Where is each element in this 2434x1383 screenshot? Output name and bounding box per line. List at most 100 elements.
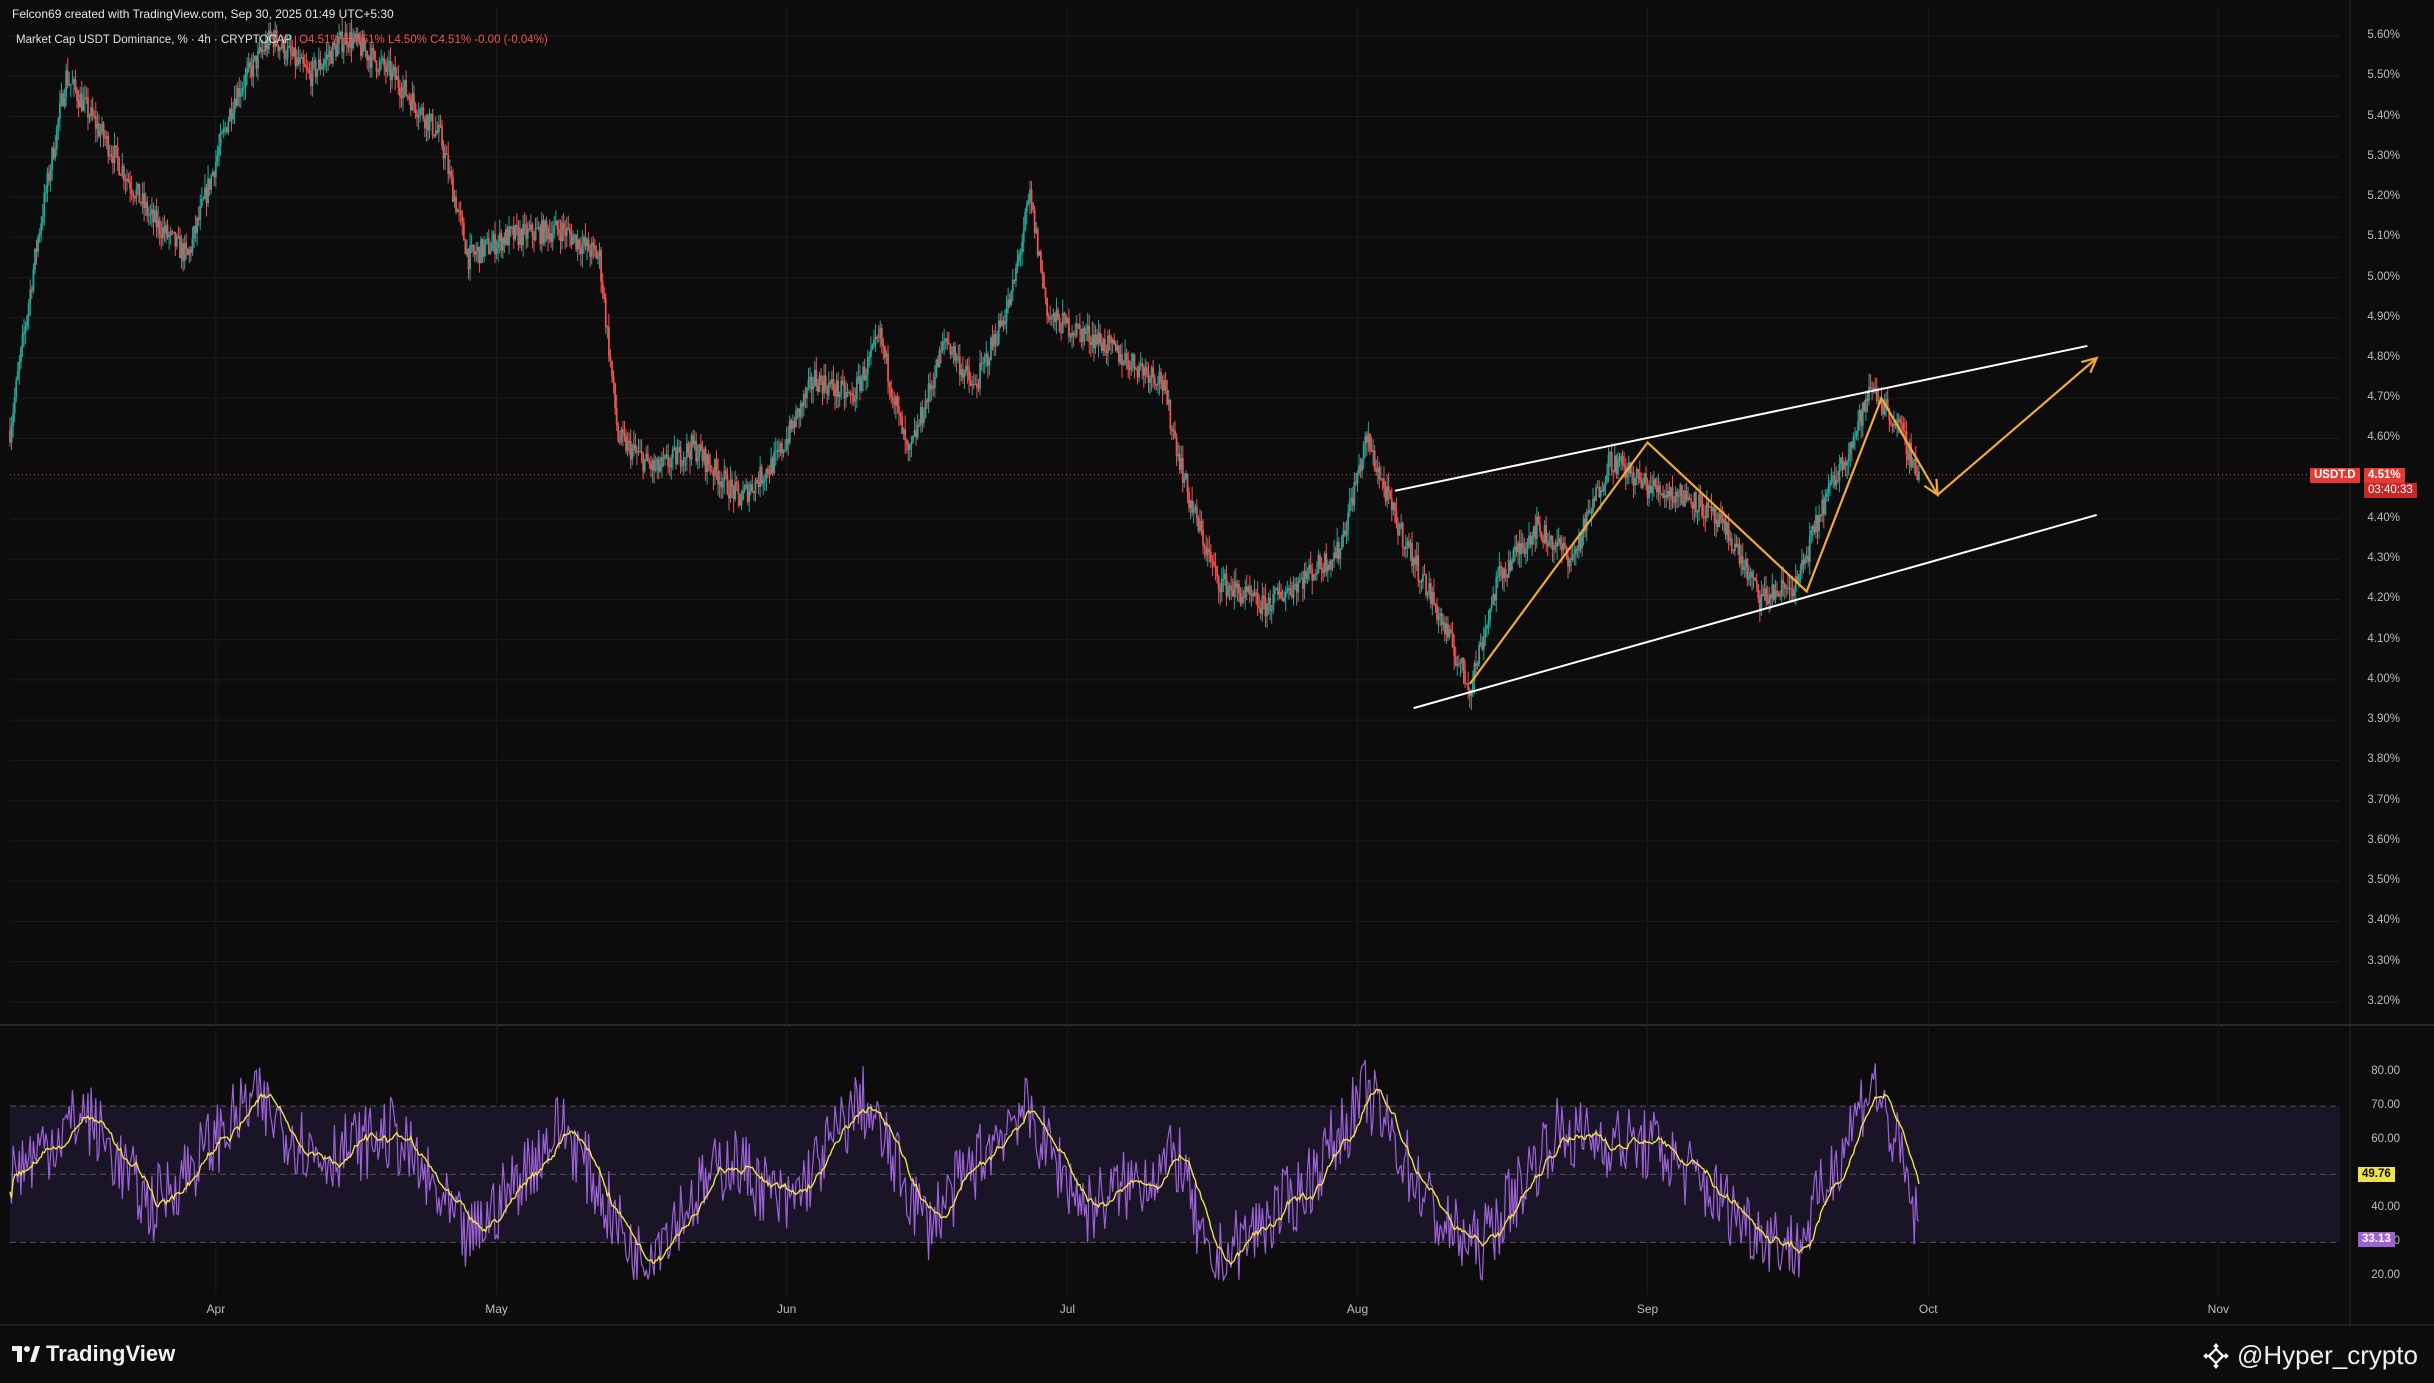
candle-body: [1788, 588, 1791, 590]
candle-body: [1054, 313, 1056, 323]
candle-body: [1294, 583, 1296, 586]
candle-body: [1431, 592, 1434, 604]
candle-body: [573, 234, 576, 237]
candle-body: [1620, 456, 1622, 458]
candle-body: [497, 241, 500, 249]
candle-body: [1670, 487, 1672, 497]
candle-body: [771, 458, 774, 474]
candle-body: [127, 178, 130, 183]
candle-body: [395, 75, 398, 80]
candle-body: [626, 440, 629, 452]
candle-body: [400, 95, 403, 99]
candle-body: [1398, 528, 1401, 536]
candle-body: [1602, 485, 1605, 492]
tradingview-brand[interactable]: TradingView: [10, 1341, 175, 1367]
candle-body: [1598, 487, 1601, 498]
candle-body: [1158, 371, 1161, 385]
candle-body: [871, 345, 874, 350]
candle-body: [1596, 487, 1599, 489]
candle-body: [472, 244, 475, 252]
candle-body: [1570, 558, 1573, 561]
candle-body: [110, 154, 113, 157]
candle-body: [1847, 454, 1850, 462]
candle-body: [607, 326, 610, 357]
candle-body: [1556, 541, 1558, 547]
candle-body: [1877, 400, 1880, 402]
candle-body: [1234, 581, 1237, 588]
candle-body: [1470, 691, 1473, 697]
candle-body: [1760, 594, 1763, 610]
candle-body: [1068, 318, 1070, 337]
candle-body: [448, 171, 451, 174]
candle-body: [1004, 321, 1006, 325]
candle-body: [1272, 593, 1275, 611]
candle-body: [196, 217, 199, 233]
candle-body: [692, 435, 694, 445]
candle-body: [1489, 608, 1491, 621]
candle-body: [77, 100, 80, 108]
candle-body: [735, 481, 738, 485]
candle-body: [1562, 542, 1565, 551]
candle-body: [1893, 424, 1895, 426]
candle-body: [997, 320, 1000, 344]
candle-body: [43, 192, 46, 217]
candle-body: [1883, 404, 1886, 415]
candle-body: [505, 229, 507, 245]
candle-body: [317, 59, 320, 70]
candle-body: [1214, 565, 1217, 567]
candle-body: [651, 460, 654, 470]
candle-body: [1793, 591, 1796, 597]
candle-body: [1403, 546, 1406, 550]
candle-body: [1504, 568, 1507, 575]
candle-body: [1776, 590, 1778, 593]
candle-body: [916, 424, 919, 438]
candle-body: [757, 482, 760, 487]
candle-body: [101, 123, 103, 132]
candle-body: [18, 361, 21, 372]
price-axis-tick: 3.40%: [2367, 914, 2400, 927]
candle-body: [461, 215, 464, 223]
candle-body: [1333, 552, 1335, 561]
candle-body: [24, 326, 27, 332]
candle-body: [306, 67, 309, 71]
candle-body: [138, 183, 141, 203]
candle-body: [394, 66, 397, 80]
candle-body: [846, 392, 849, 394]
projection-arrowhead-down: [1923, 478, 1939, 498]
candle-body: [384, 67, 387, 72]
candle-body: [1139, 363, 1142, 366]
candle-body: [26, 316, 29, 327]
candle-body: [285, 58, 287, 60]
candle-body: [1641, 481, 1644, 489]
candle-body: [912, 435, 914, 443]
candle-body: [1409, 543, 1412, 548]
candle-body: [1674, 491, 1677, 503]
candle-body: [1206, 548, 1209, 556]
tradingview-logo-icon: [12, 1346, 40, 1362]
price-axis-tick: 3.20%: [2367, 994, 2400, 1007]
candle-body: [698, 444, 701, 458]
candle-body: [1071, 332, 1073, 337]
candle-body: [1810, 530, 1813, 537]
candle-body: [830, 378, 833, 385]
candle-body: [1231, 590, 1234, 597]
candle-body: [271, 34, 273, 37]
candle-body: [572, 236, 574, 245]
price-axis-tick: 4.10%: [2367, 632, 2400, 645]
candle-body: [300, 57, 303, 59]
candle-body: [515, 225, 518, 228]
candle-body: [589, 251, 592, 257]
candle-body: [896, 396, 899, 407]
watermark-text: @Hyper_crypto: [2236, 1340, 2418, 1370]
candle-body: [1885, 399, 1888, 405]
candle-body: [845, 392, 847, 399]
candle-body: [152, 209, 155, 222]
candle-body: [1339, 549, 1342, 560]
candle-body: [1135, 368, 1137, 370]
symbol-title[interactable]: Market Cap USDT Dominance, % · 4h · CRYP…: [16, 34, 292, 46]
candle-body: [1476, 663, 1479, 667]
candle-body: [1496, 576, 1499, 578]
candle-body: [1467, 683, 1470, 690]
candle-body: [1044, 288, 1047, 298]
